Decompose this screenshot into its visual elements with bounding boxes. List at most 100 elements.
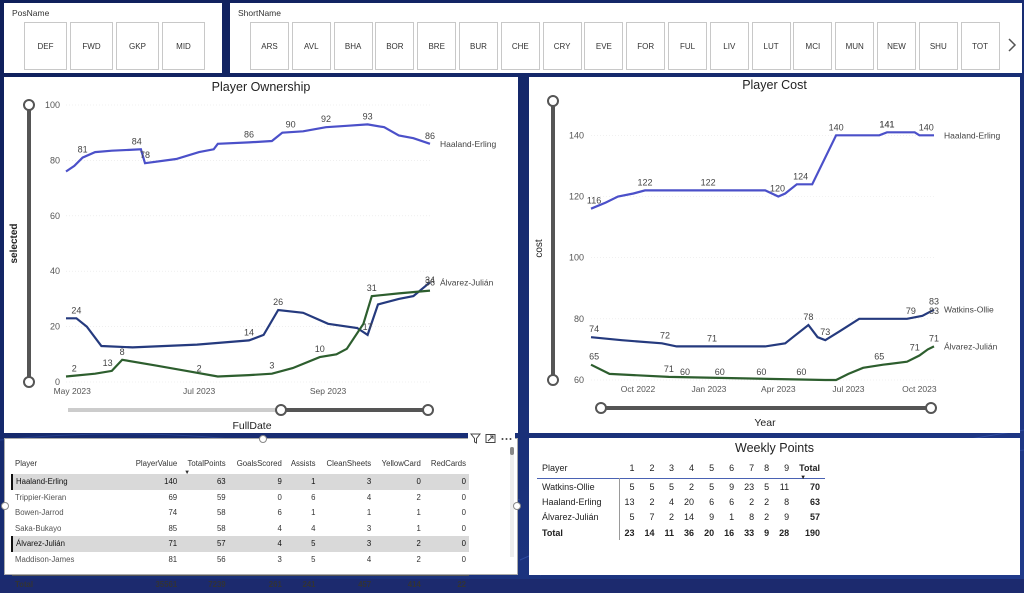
- total-cell: 261: [229, 576, 285, 593]
- col-assists[interactable]: Assists: [285, 453, 319, 474]
- team-chip-mun[interactable]: MUN: [835, 22, 874, 70]
- team-chip-for[interactable]: FOR: [626, 22, 665, 70]
- matrix-col-week[interactable]: 3: [660, 458, 680, 479]
- team-chip-lut[interactable]: LUT: [752, 22, 791, 70]
- matrix-col-player[interactable]: Player: [537, 458, 619, 479]
- data-label: 90: [286, 120, 296, 130]
- data-label: 92: [321, 114, 331, 124]
- team-chip-mci[interactable]: MCI: [793, 22, 832, 70]
- y-range-slider-handle-top[interactable]: [548, 96, 558, 106]
- x-range-slider-handle-left[interactable]: [596, 403, 606, 413]
- pos-chip-fwd[interactable]: FWD: [70, 22, 113, 70]
- matrix-col-week[interactable]: 1: [619, 458, 640, 479]
- total-cell: 7239: [180, 576, 229, 593]
- y-range-slider-handle-bottom[interactable]: [24, 377, 34, 387]
- team-chip-liv[interactable]: LIV: [710, 22, 749, 70]
- matrix-col-total[interactable]: Total▼: [794, 458, 825, 479]
- pos-chip-mid[interactable]: MID: [162, 22, 205, 70]
- matrix-col-week[interactable]: 5: [699, 458, 719, 479]
- matrix-cell: 1: [719, 510, 739, 525]
- total-cell: Total: [12, 576, 128, 593]
- x-range-slider-handle-right[interactable]: [423, 405, 433, 415]
- table-cell: 3: [229, 552, 285, 568]
- table-spacer-row: [12, 567, 469, 576]
- x-range-slider-handle-left[interactable]: [276, 405, 286, 415]
- data-label: 93: [363, 111, 373, 121]
- matrix-col-week[interactable]: 2: [640, 458, 660, 479]
- team-chip-bre[interactable]: BRE: [417, 22, 456, 70]
- matrix-cell: 2: [739, 494, 759, 509]
- team-chip-ful[interactable]: FUL: [668, 22, 707, 70]
- series-line[interactable]: [591, 132, 934, 208]
- table-cell: 140: [128, 474, 180, 490]
- matrix-col-week[interactable]: 4: [679, 458, 699, 479]
- data-label: 60: [715, 367, 725, 377]
- matrix-cell: 8: [739, 510, 759, 525]
- series-line[interactable]: [591, 310, 934, 347]
- sort-desc-icon: ▼: [184, 470, 190, 476]
- data-label: 8: [120, 347, 125, 357]
- resize-handle-left[interactable]: [1, 502, 9, 510]
- matrix-cell: 5: [699, 479, 719, 495]
- col-red-cards[interactable]: RedCards: [424, 453, 469, 474]
- data-label: 74: [589, 324, 599, 334]
- matrix-col-week[interactable]: 9: [774, 458, 794, 479]
- resize-handle-right[interactable]: [513, 502, 521, 510]
- more-options-icon[interactable]: [500, 431, 513, 445]
- table-cell: 5: [285, 552, 319, 568]
- table-cell: 4: [319, 552, 375, 568]
- y-range-slider-handle-bottom[interactable]: [548, 375, 558, 385]
- team-chip-shu[interactable]: SHU: [919, 22, 958, 70]
- series-end-label: Watkins-Ollie: [944, 305, 994, 315]
- matrix-total-cell: 9: [759, 525, 774, 540]
- matrix-col-week[interactable]: 7: [739, 458, 759, 479]
- data-label: 86: [244, 129, 254, 139]
- table-cell: 63: [180, 474, 229, 490]
- team-chip-che[interactable]: CHE: [501, 22, 540, 70]
- matrix-total-cell: 11: [660, 525, 680, 540]
- team-chip-bha[interactable]: BHA: [334, 22, 373, 70]
- col-player-value[interactable]: PlayerValue: [128, 453, 180, 474]
- focus-mode-icon[interactable]: [485, 431, 496, 445]
- team-chip-eve[interactable]: EVE: [584, 22, 623, 70]
- team-chip-new[interactable]: NEW: [877, 22, 916, 70]
- table-cell: 0: [424, 474, 469, 490]
- matrix-cell: 63: [794, 494, 825, 509]
- team-chip-avl[interactable]: AVL: [292, 22, 331, 70]
- col-yellow-card[interactable]: YellowCard: [374, 453, 424, 474]
- y-range-slider-handle-top[interactable]: [24, 100, 34, 110]
- filter-icon[interactable]: [470, 431, 481, 445]
- matrix-col-week[interactable]: 8: [759, 458, 774, 479]
- pos-slicer-title: PosName: [12, 8, 49, 18]
- x-range-slider-handle-right[interactable]: [926, 403, 936, 413]
- col-goals-scored[interactable]: GoalsScored: [229, 453, 285, 474]
- matrix-col-week[interactable]: 6: [719, 458, 739, 479]
- pos-chip-gkp[interactable]: GKP: [116, 22, 159, 70]
- resize-handle-top[interactable]: [259, 435, 267, 443]
- matrix-total-cell: 16: [719, 525, 739, 540]
- matrix-cell: 8: [774, 494, 794, 509]
- team-chip-bor[interactable]: BOR: [375, 22, 414, 70]
- data-label: 2: [197, 363, 202, 373]
- chevron-right-icon[interactable]: [1006, 35, 1018, 55]
- x-tick-label: Oct 2023: [902, 384, 937, 394]
- team-chip-ars[interactable]: ARS: [250, 22, 289, 70]
- team-chip-cry[interactable]: CRY: [543, 22, 582, 70]
- matrix-cell: 6: [719, 494, 739, 509]
- team-chip-bur[interactable]: BUR: [459, 22, 498, 70]
- col-clean-sheets[interactable]: CleanSheets: [319, 453, 375, 474]
- col-total-points[interactable]: TotalPoints▼: [180, 453, 229, 474]
- col-player[interactable]: Player: [12, 453, 128, 474]
- pos-chip-def[interactable]: DEF: [24, 22, 67, 70]
- team-chip-tot[interactable]: TOT: [961, 22, 1000, 70]
